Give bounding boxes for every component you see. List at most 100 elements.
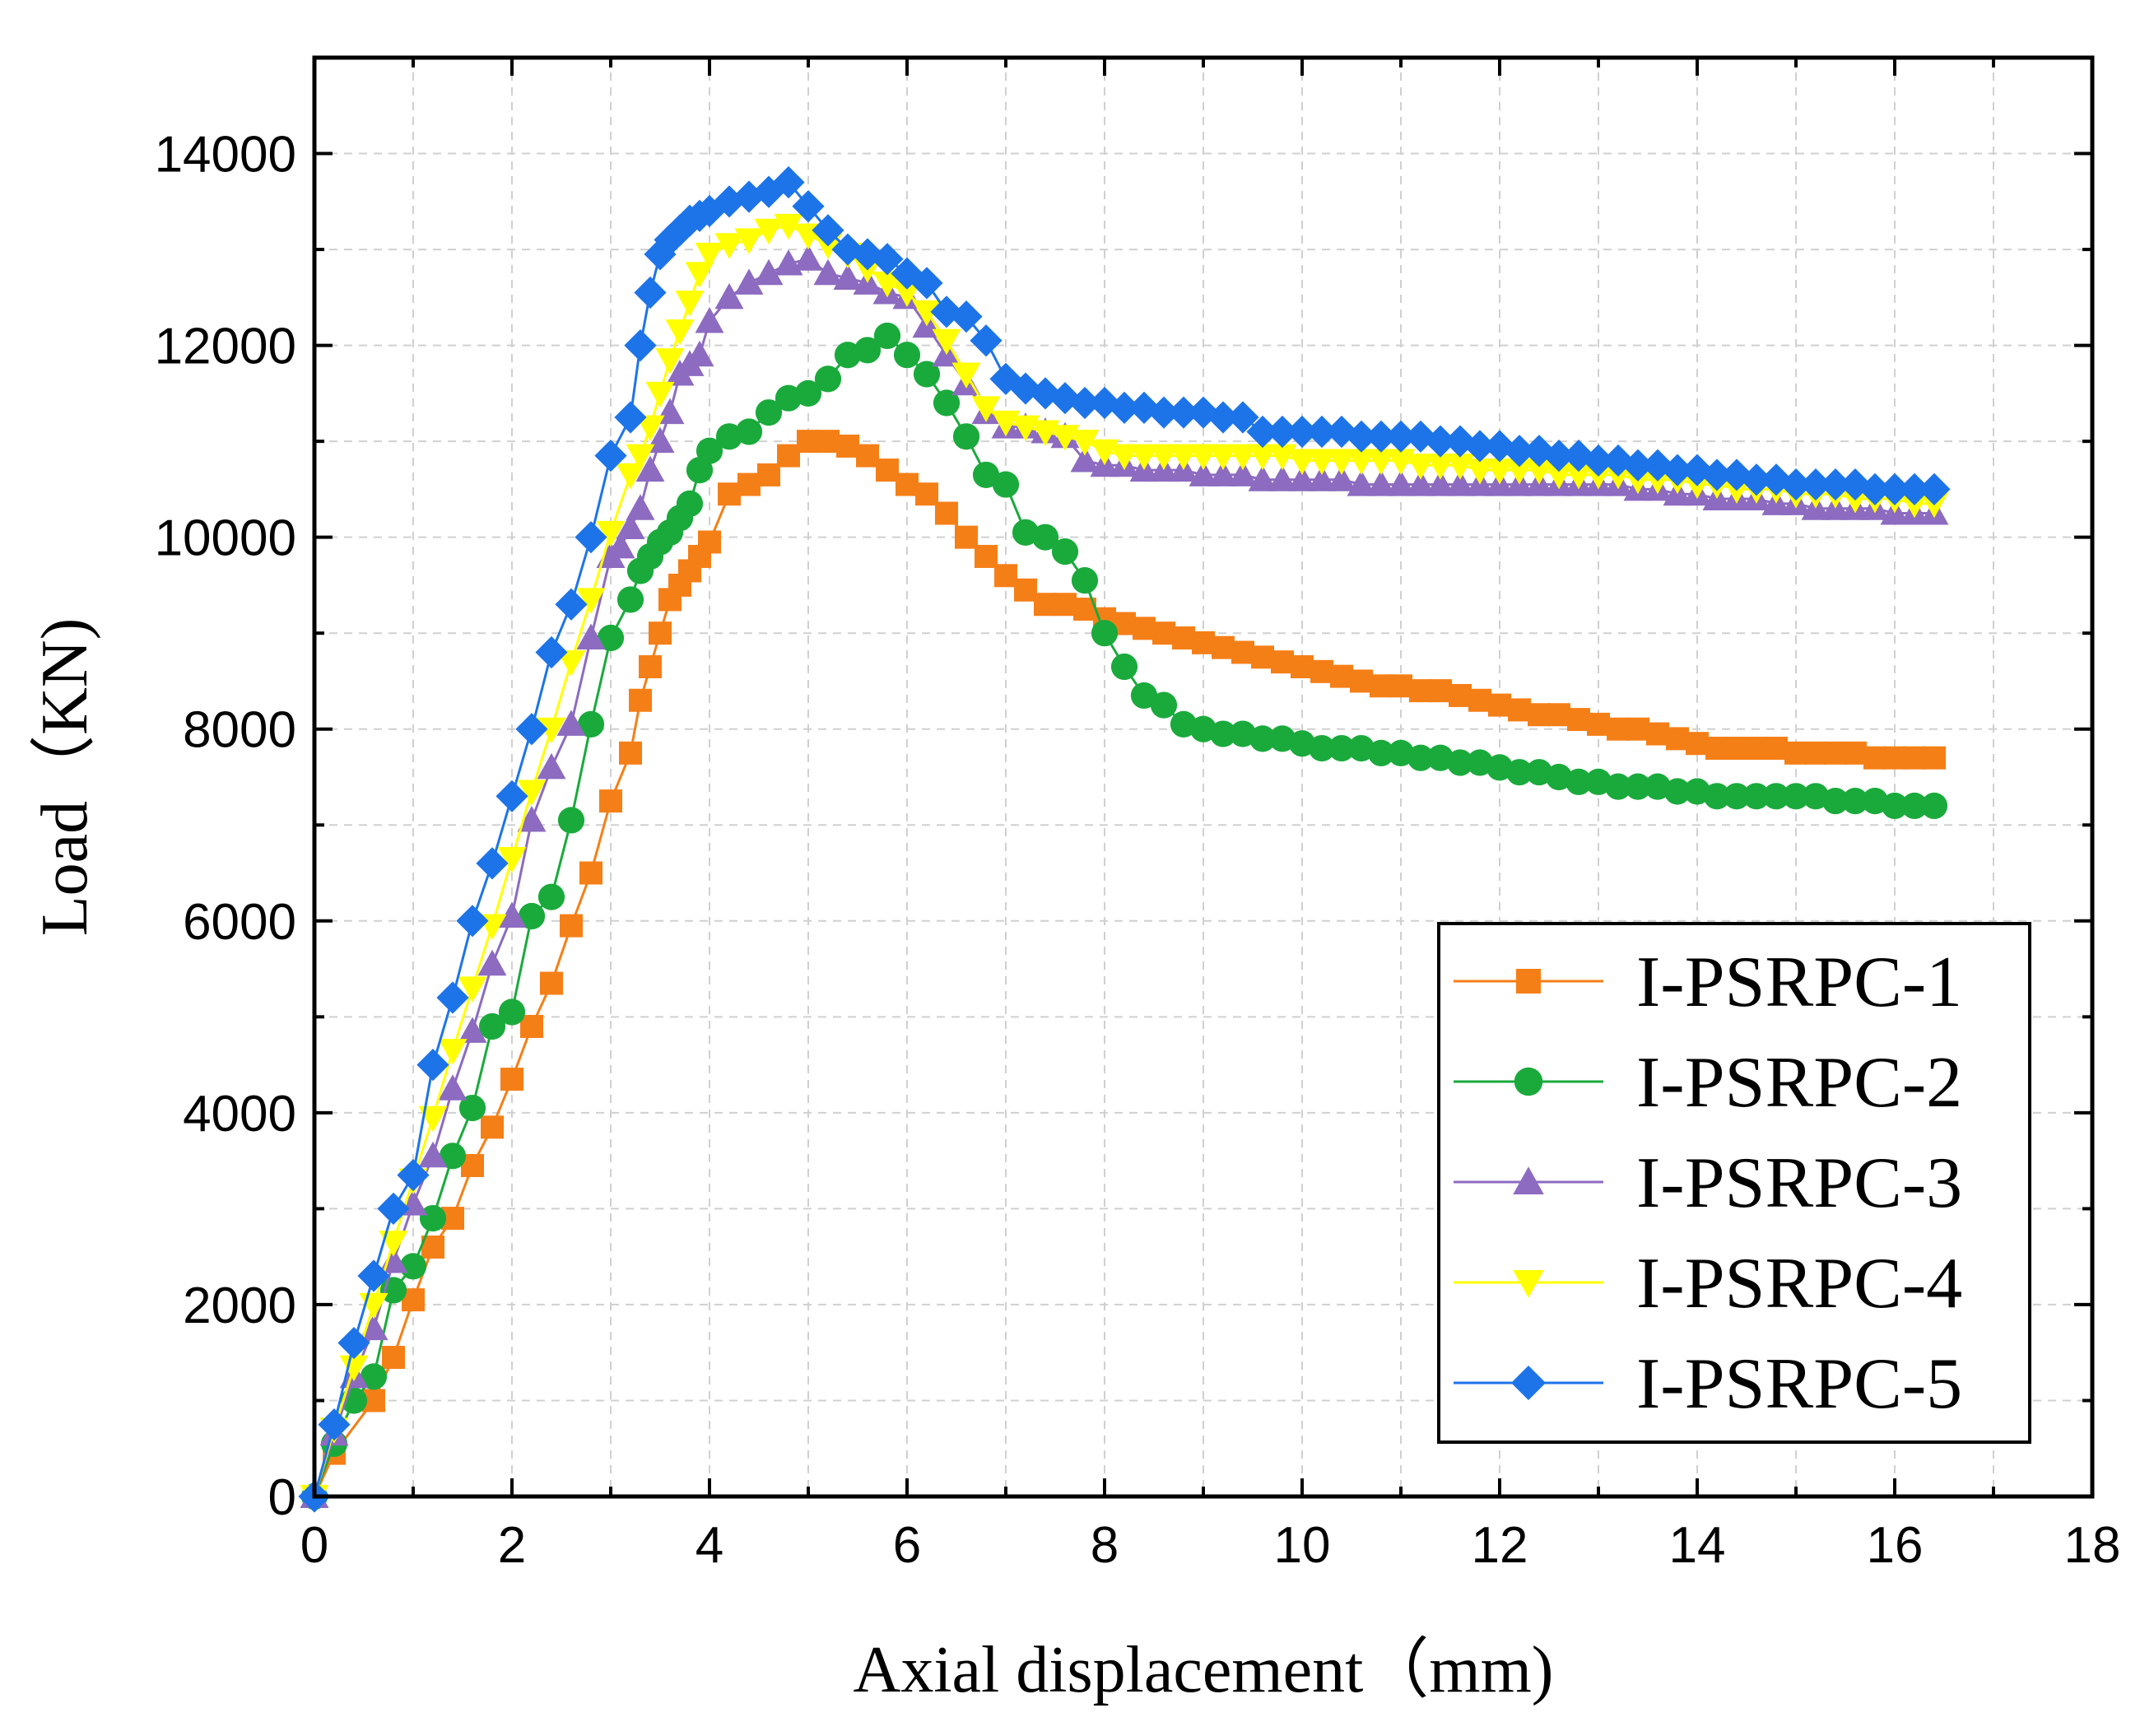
legend-label: I-PSRPC-4: [1636, 1244, 1962, 1324]
data-point: [1903, 746, 1926, 770]
data-point: [1189, 715, 1217, 742]
data-point: [1389, 674, 1412, 698]
data-point: [596, 520, 626, 547]
data-point: [1923, 746, 1946, 770]
data-point: [1544, 463, 1574, 490]
data-point: [1330, 664, 1353, 688]
data-point: [1291, 654, 1314, 678]
data-point: [1547, 703, 1570, 727]
data-point: [1821, 788, 1849, 815]
data-point: [318, 1408, 351, 1441]
data-point: [1661, 454, 1694, 486]
data-point: [1386, 470, 1416, 496]
data-point: [812, 214, 844, 247]
data-point: [557, 807, 585, 834]
data-point: [418, 1141, 448, 1168]
data-point: [1488, 693, 1511, 717]
data-point: [575, 521, 607, 554]
data-point: [663, 214, 696, 247]
data-point: [1920, 792, 1948, 820]
data-point: [1366, 470, 1396, 496]
data-point: [1150, 691, 1178, 719]
data-point: [772, 165, 805, 199]
data-point: [1226, 401, 1259, 434]
data-point: [1054, 593, 1077, 617]
legend-label: I-PSRPC-3: [1636, 1143, 1962, 1223]
data-point: [1445, 470, 1475, 496]
data-point: [1565, 768, 1593, 795]
data-point: [1824, 741, 1847, 765]
data-point: [439, 1143, 467, 1170]
data-point: [831, 233, 864, 266]
data-point: [1407, 744, 1435, 771]
data-point: [1406, 454, 1435, 480]
legend-item: I-PSRPC-1: [1454, 942, 1962, 1022]
data-point: [935, 501, 958, 525]
data-point: [635, 455, 665, 482]
data-point: [477, 949, 507, 976]
data-point: [834, 342, 862, 369]
data-point: [1271, 650, 1294, 674]
x-tick-labels: 0 2 4 6 8 10 12 14 16 18: [300, 1517, 2121, 1574]
data-point: [498, 998, 526, 1026]
data-point: [555, 588, 588, 621]
data-point: [537, 883, 565, 910]
data-point: [1861, 788, 1889, 815]
data-point: [1542, 440, 1575, 472]
data-point: [556, 710, 586, 736]
data-point: [734, 268, 764, 295]
data-point: [1607, 717, 1630, 741]
data-point: [854, 337, 882, 364]
y-tick-label: 2000: [183, 1278, 296, 1334]
data-point: [737, 472, 761, 496]
data-point: [1426, 470, 1455, 496]
data-point: [1429, 679, 1452, 703]
data-point: [619, 741, 642, 765]
data-point: [698, 530, 721, 554]
data-point: [1523, 435, 1556, 468]
data-point: [645, 381, 675, 408]
data-point: [1503, 435, 1536, 468]
data-point: [1130, 682, 1158, 710]
data-point: [971, 396, 1001, 422]
data-point: [1644, 773, 1672, 800]
data-point: [950, 300, 983, 333]
data-point: [933, 389, 961, 417]
data-point: [579, 861, 602, 885]
data-point: [814, 365, 842, 393]
data-point: [537, 752, 566, 780]
data-point: [685, 262, 714, 288]
data-point: [1863, 746, 1886, 770]
data-point: [1819, 468, 1852, 501]
data-point: [1424, 425, 1457, 458]
data-point: [1505, 759, 1533, 786]
legend-item: I-PSRPC-5: [1454, 1344, 1962, 1424]
data-point: [1209, 720, 1237, 747]
legend-marker: [1511, 1366, 1546, 1400]
data-point: [1802, 783, 1830, 810]
data-point: [537, 717, 566, 744]
data-point: [1152, 621, 1175, 645]
data-point: [1231, 640, 1254, 664]
data-point: [1705, 737, 1728, 761]
data-point: [1681, 454, 1714, 486]
data-point: [1350, 669, 1373, 693]
legend: I-PSRPC-1 I-PSRPC-2 I-PSRPC-3 I-PSRPC-4 I-PS…: [1437, 922, 2031, 1444]
data-point: [635, 415, 665, 442]
x-tick-label: 0: [300, 1517, 328, 1574]
data-point: [339, 1355, 369, 1382]
data-point: [793, 244, 823, 271]
data-point: [955, 525, 978, 549]
y-tick-labels: 0 2000 4000 6000 8000 10000 12000 14000: [155, 127, 296, 1526]
data-point: [1859, 472, 1891, 505]
data-point: [851, 238, 884, 271]
data-point: [1839, 468, 1872, 501]
data-point: [515, 713, 548, 746]
data-point: [1014, 578, 1037, 602]
data-point: [1883, 746, 1906, 770]
data-point: [1286, 415, 1319, 449]
data-point: [1189, 444, 1218, 471]
data-point: [1898, 472, 1931, 505]
data-point: [1525, 759, 1553, 786]
data-point: [1686, 732, 1709, 756]
